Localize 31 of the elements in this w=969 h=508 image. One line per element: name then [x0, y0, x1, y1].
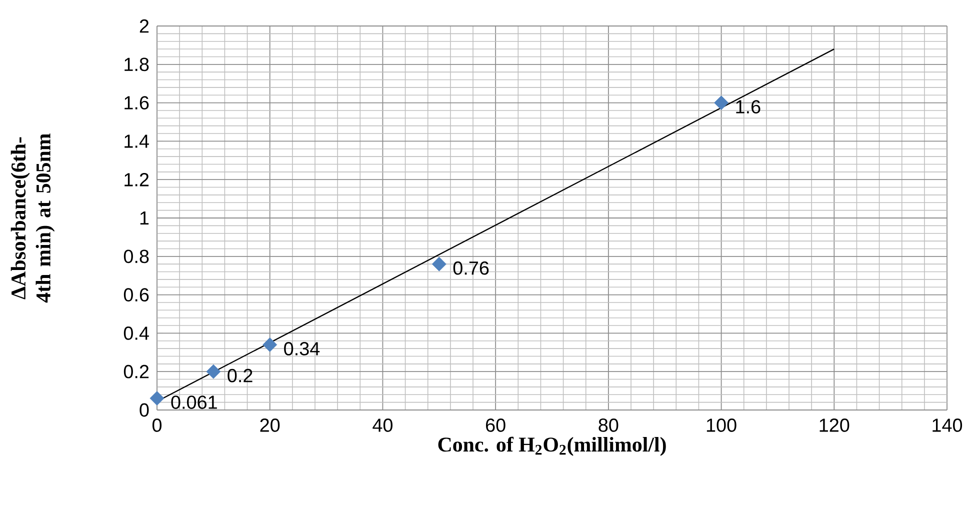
point — [150, 391, 164, 406]
y-tick-label: 0 — [140, 403, 149, 417]
data-label: 0.2 — [228, 368, 252, 382]
x-axis-title: Conc. of H$_{2}$O$_{2}$(millimol/l) — [438, 436, 666, 456]
data-label: 1.6 — [736, 100, 760, 114]
point — [206, 364, 221, 379]
y-tick-label: 1.4 — [124, 134, 149, 148]
point — [262, 337, 278, 352]
y-axis-title: ΔAbsorbance(6th-4th min) at 505nm — [10, 134, 55, 303]
y-tick-label: 0.4 — [124, 326, 149, 340]
data-label: 0.76 — [453, 261, 489, 275]
y-tick-label: 1.8 — [124, 58, 149, 72]
x-tick-label: 120 — [820, 418, 850, 432]
y-tick-label: 0.8 — [124, 250, 149, 264]
x-tick-label: 140 — [932, 418, 962, 432]
data-label: 0.34 — [284, 342, 320, 356]
x-tick-label: 60 — [486, 418, 506, 432]
x-tick-label: 40 — [372, 418, 392, 432]
point — [432, 256, 446, 272]
x-tick-label: 20 — [260, 418, 280, 432]
y-tick-label: 1.2 — [124, 172, 149, 186]
point — [714, 96, 729, 110]
x-tick-label: 80 — [598, 418, 618, 432]
x-tick-label: 0 — [152, 418, 162, 432]
y-tick-label: 1.6 — [124, 96, 149, 110]
y-tick-label: 1 — [140, 211, 149, 225]
x-tick-label: 100 — [706, 418, 736, 432]
y-tick-label: 0.2 — [124, 364, 149, 378]
y-tick-label: 0.6 — [124, 288, 149, 302]
y-tick-label: 2 — [140, 19, 149, 33]
data-label: 0.061 — [171, 396, 217, 409]
